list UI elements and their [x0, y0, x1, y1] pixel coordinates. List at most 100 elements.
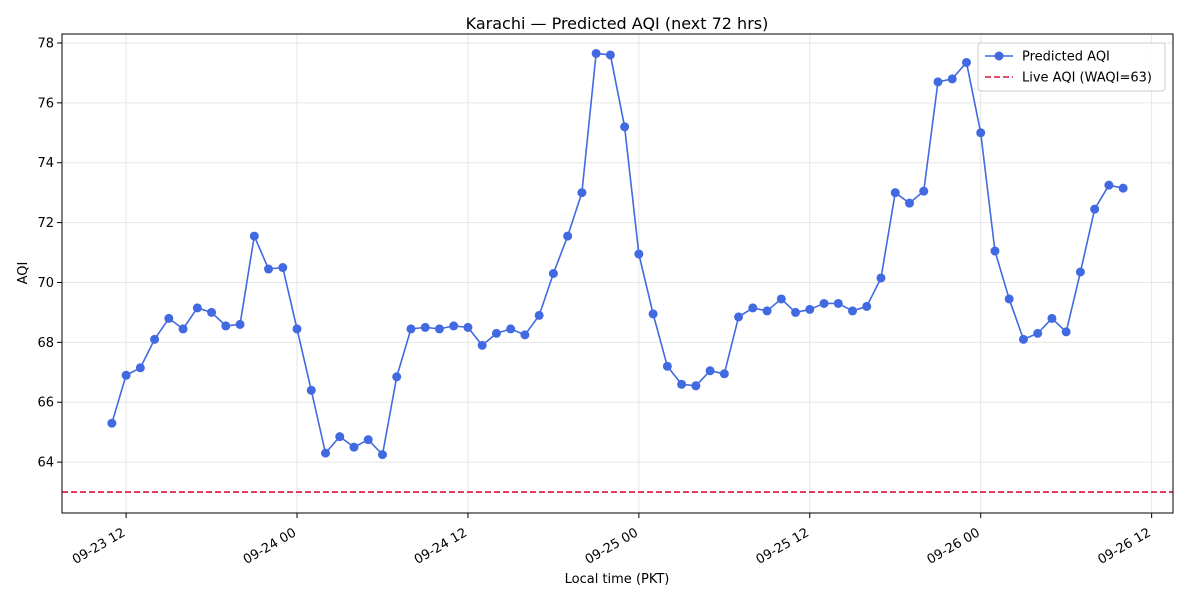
predicted-aqi-point: [1033, 328, 1043, 338]
predicted-aqi-line: [111, 52, 1124, 456]
x-axis-ticks: 09-23 12 09-24 00 09-24 12 09-25 00 09-25 12…: [70, 513, 1154, 568]
predicted-aqi-point: [434, 324, 444, 334]
predicted-aqi-point: [734, 312, 744, 322]
predicted-aqi-point: [278, 263, 288, 273]
predicted-aqi-point: [1047, 313, 1057, 323]
predicted-aqi-point: [449, 321, 459, 331]
predicted-aqi-point: [890, 188, 900, 198]
predicted-aqi-point: [321, 448, 331, 458]
predicted-aqi-point: [591, 48, 601, 58]
y-tick-label: 66: [37, 396, 54, 411]
x-tick-label: 09-23 12: [70, 525, 128, 567]
predicted-aqi-point: [862, 301, 872, 311]
predicted-aqi-point: [506, 324, 516, 334]
predicted-aqi-point: [1061, 327, 1071, 337]
predicted-aqi-point: [534, 310, 544, 320]
predicted-aqi-point: [876, 273, 886, 283]
y-axis-label: AQI: [16, 262, 31, 285]
legend-live-aqi-label: Live AQI (WAQI=63): [1022, 71, 1152, 86]
legend-predicted-marker: [994, 51, 1004, 61]
chart-title: Karachi — Predicted AQI (next 72 hrs): [466, 14, 769, 33]
predicted-aqi-point: [819, 298, 829, 308]
y-tick-label: 64: [37, 456, 54, 471]
predicted-aqi-point: [976, 128, 986, 138]
predicted-aqi-point: [477, 340, 487, 350]
legend-box: [977, 42, 1166, 92]
plot-area-frame: [61, 33, 1174, 514]
predicted-aqi-point: [264, 264, 274, 274]
predicted-aqi-point: [605, 50, 615, 60]
predicted-aqi-point: [406, 324, 416, 334]
legend: Predicted AQI Live AQI (WAQI=63): [977, 42, 1166, 92]
y-tick-label: 78: [37, 36, 54, 51]
predicted-aqi-point: [904, 198, 914, 208]
x-tick-label: 09-26 12: [1096, 525, 1154, 567]
predicted-aqi-point: [919, 186, 929, 196]
y-tick-label: 76: [37, 96, 54, 111]
predicted-aqi-point: [349, 442, 359, 452]
predicted-aqi-point: [1004, 294, 1014, 304]
predicted-aqi-point: [392, 372, 402, 382]
predicted-aqi-point: [150, 334, 160, 344]
predicted-aqi-point: [192, 303, 202, 313]
x-axis-label: Local time (PKT): [565, 572, 670, 587]
predicted-aqi-point: [1104, 180, 1114, 190]
predicted-aqi-point: [164, 313, 174, 323]
predicted-aqi-point: [335, 432, 345, 442]
x-tick-label: 09-25 00: [583, 525, 641, 567]
predicted-aqi-point: [135, 363, 145, 373]
predicted-aqi-point: [491, 328, 501, 338]
predicted-aqi-point: [748, 303, 758, 313]
predicted-aqi-point: [292, 324, 302, 334]
legend-predicted-label: Predicted AQI: [1022, 50, 1110, 65]
predicted-aqi-point: [805, 304, 815, 314]
predicted-aqi-point: [520, 330, 530, 340]
predicted-aqi-point: [121, 370, 131, 380]
x-tick-label: 09-26 00: [925, 525, 983, 567]
predicted-aqi-point: [420, 322, 430, 332]
predicted-aqi-point: [548, 269, 558, 278]
predicted-aqi-point: [1018, 334, 1028, 344]
predicted-aqi-point: [377, 450, 387, 460]
predicted-aqi-point: [691, 381, 701, 391]
predicted-aqi-point: [463, 322, 473, 332]
predicted-aqi-point: [1118, 183, 1128, 193]
predicted-aqi-point: [1075, 267, 1085, 277]
predicted-aqi-point: [762, 306, 772, 316]
predicted-aqi-point: [363, 435, 373, 445]
predicted-aqi-point: [719, 369, 729, 379]
predicted-aqi-point: [1090, 204, 1100, 214]
x-tick-label: 09-24 12: [412, 525, 470, 567]
predicted-aqi-point: [791, 307, 801, 317]
x-tick-label: 09-24 00: [241, 525, 299, 567]
y-axis-ticks: 64 66 68 70 72 74 76 78: [37, 36, 62, 471]
predicted-aqi-point: [961, 57, 971, 67]
predicted-aqi-point: [178, 324, 188, 334]
predicted-aqi-point: [107, 418, 117, 428]
predicted-aqi-point: [235, 319, 245, 329]
y-tick-label: 74: [37, 156, 54, 171]
predicted-aqi-point: [249, 231, 259, 241]
predicted-aqi-point: [221, 321, 231, 331]
x-tick-label: 09-25 12: [754, 525, 812, 567]
predicted-aqi-point: [990, 246, 1000, 256]
series-layer: [107, 48, 1128, 460]
predicted-aqi-point: [705, 366, 715, 376]
predicted-aqi-point: [634, 249, 644, 259]
predicted-aqi-point: [947, 74, 957, 84]
predicted-aqi-point: [648, 309, 658, 319]
predicted-aqi-point: [933, 77, 943, 87]
predicted-aqi-point: [677, 379, 687, 389]
predicted-aqi-point: [776, 294, 786, 304]
predicted-aqi-point: [620, 122, 630, 132]
predicted-aqi-point: [662, 361, 672, 371]
y-tick-label: 68: [37, 336, 54, 351]
grid-layer: [62, 34, 1173, 513]
predicted-aqi-point: [306, 385, 316, 395]
predicted-aqi-point: [833, 298, 843, 308]
predicted-aqi-point: [207, 307, 217, 317]
y-tick-label: 70: [37, 276, 54, 291]
predicted-aqi-point: [577, 188, 587, 198]
predicted-aqi-point: [563, 231, 573, 241]
y-tick-label: 72: [37, 216, 54, 231]
